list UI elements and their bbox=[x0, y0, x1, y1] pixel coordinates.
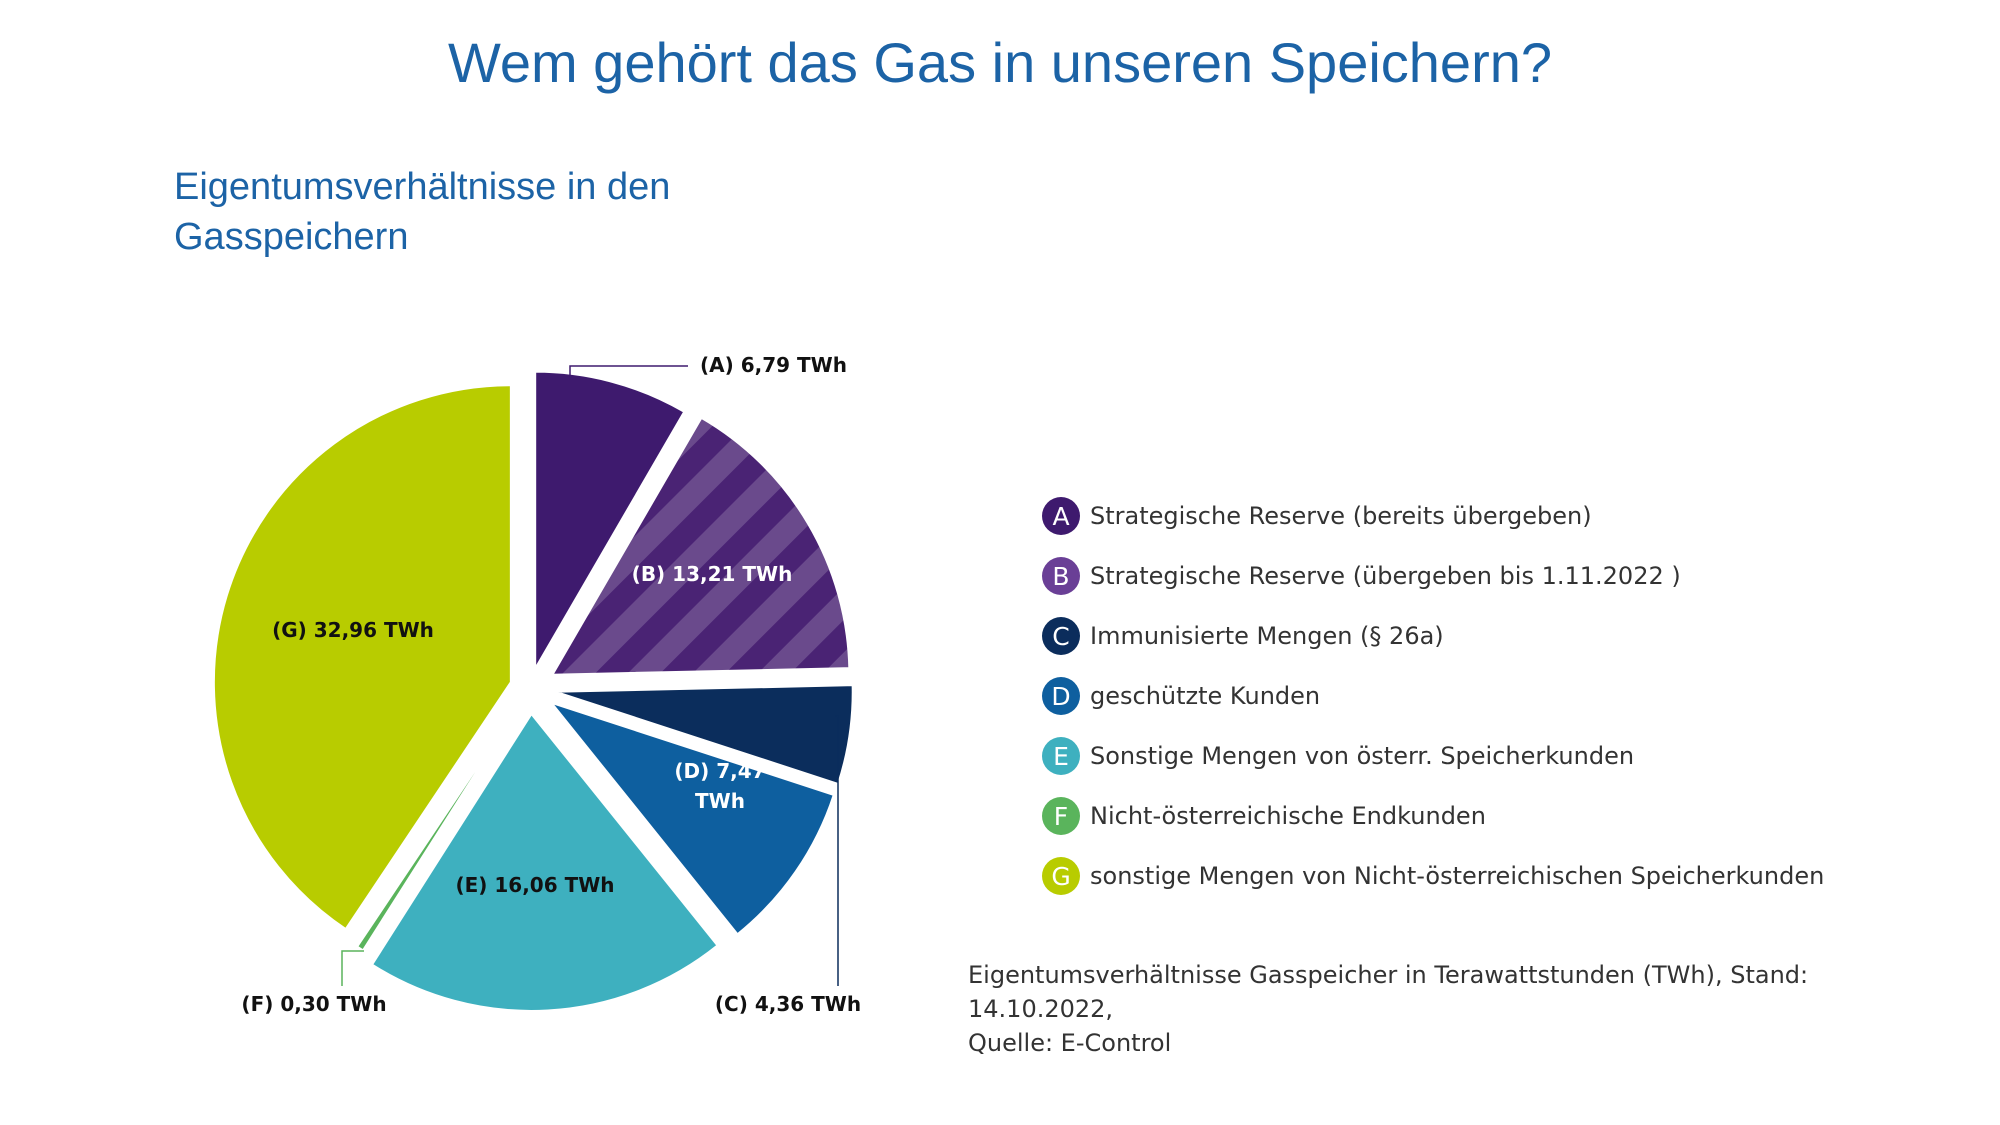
legend-item-b: B Strategische Reserve (übergeben bis 1.… bbox=[1042, 556, 1824, 596]
legend-badge-b: B bbox=[1042, 557, 1080, 595]
legend-label-e: Sonstige Mengen von österr. Speicherkund… bbox=[1090, 742, 1635, 770]
legend-item-d: D geschützte Kunden bbox=[1042, 676, 1824, 716]
legend-label-c: Immunisierte Mengen (§ 26a) bbox=[1090, 622, 1444, 650]
callout-line-f bbox=[341, 950, 364, 986]
pie-slices bbox=[212, 370, 854, 1012]
legend-label-d: geschützte Kunden bbox=[1090, 682, 1321, 710]
legend: A Strategische Reserve (bereits übergebe… bbox=[1042, 496, 1824, 916]
data-label-c: (C) 4,36 TWh bbox=[715, 992, 861, 1016]
callout-line-a bbox=[569, 365, 688, 388]
chart-title: Wem gehört das Gas in unseren Speichern? bbox=[447, 31, 1553, 94]
chart-subtitle: Eigentumsverhältnisse in den Gasspeicher… bbox=[174, 162, 794, 262]
data-label-e: (E) 16,06 TWh bbox=[455, 873, 614, 897]
pie-callout-lines bbox=[341, 365, 839, 986]
legend-badge-f: F bbox=[1042, 797, 1080, 835]
callout-line-c bbox=[835, 715, 839, 986]
source-note: Eigentumsverhältnisse Gasspeicher in Ter… bbox=[968, 958, 1928, 1060]
legend-label-a: Strategische Reserve (bereits übergeben) bbox=[1090, 502, 1592, 530]
legend-item-c: C Immunisierte Mengen (§ 26a) bbox=[1042, 616, 1824, 656]
legend-badge-d: D bbox=[1042, 677, 1080, 715]
legend-item-g: G sonstige Mengen von Nicht-österreichis… bbox=[1042, 856, 1824, 896]
source-note-line-2: Quelle: E-Control bbox=[968, 1029, 1172, 1057]
pie-slice-g bbox=[212, 384, 512, 931]
legend-label-g: sonstige Mengen von Nicht-österreichisch… bbox=[1090, 862, 1825, 890]
subtitle-line-2: Gasspeichern bbox=[174, 216, 409, 258]
legend-badge-a: A bbox=[1042, 497, 1080, 535]
pie-slice-d bbox=[548, 700, 836, 936]
legend-badge-e: E bbox=[1042, 737, 1080, 775]
legend-label-f: Nicht-österreichische Endkunden bbox=[1090, 802, 1486, 830]
legend-item-f: F Nicht-österreichische Endkunden bbox=[1042, 796, 1824, 836]
legend-item-e: E Sonstige Mengen von österr. Speicherku… bbox=[1042, 736, 1824, 776]
data-label-b: (B) 13,21 TWh bbox=[632, 562, 793, 586]
data-label-a: (A) 6,79 TWh bbox=[700, 353, 847, 377]
subtitle-line-1: Eigentumsverhältnisse in den bbox=[174, 166, 671, 208]
legend-label-b: Strategische Reserve (übergeben bis 1.11… bbox=[1090, 562, 1681, 590]
data-label-d: (D) 7,47 TWh bbox=[674, 759, 765, 813]
legend-badge-g: G bbox=[1042, 857, 1080, 895]
pie-slice-a bbox=[534, 370, 686, 673]
data-label-g: (G) 32,96 TWh bbox=[272, 618, 434, 642]
pie-slice-e bbox=[370, 712, 719, 1012]
source-note-line-1: Eigentumsverhältnisse Gasspeicher in Ter… bbox=[968, 961, 1809, 1023]
data-label-f: (F) 0,30 TWh bbox=[241, 992, 386, 1016]
legend-badge-c: C bbox=[1042, 617, 1080, 655]
pie-slice-b bbox=[550, 416, 851, 676]
legend-item-a: A Strategische Reserve (bereits übergebe… bbox=[1042, 496, 1824, 536]
pie-data-labels: (A) 6,79 TWh (B) 13,21 TWh (C) 4,36 TWh (D)… bbox=[241, 353, 861, 1016]
